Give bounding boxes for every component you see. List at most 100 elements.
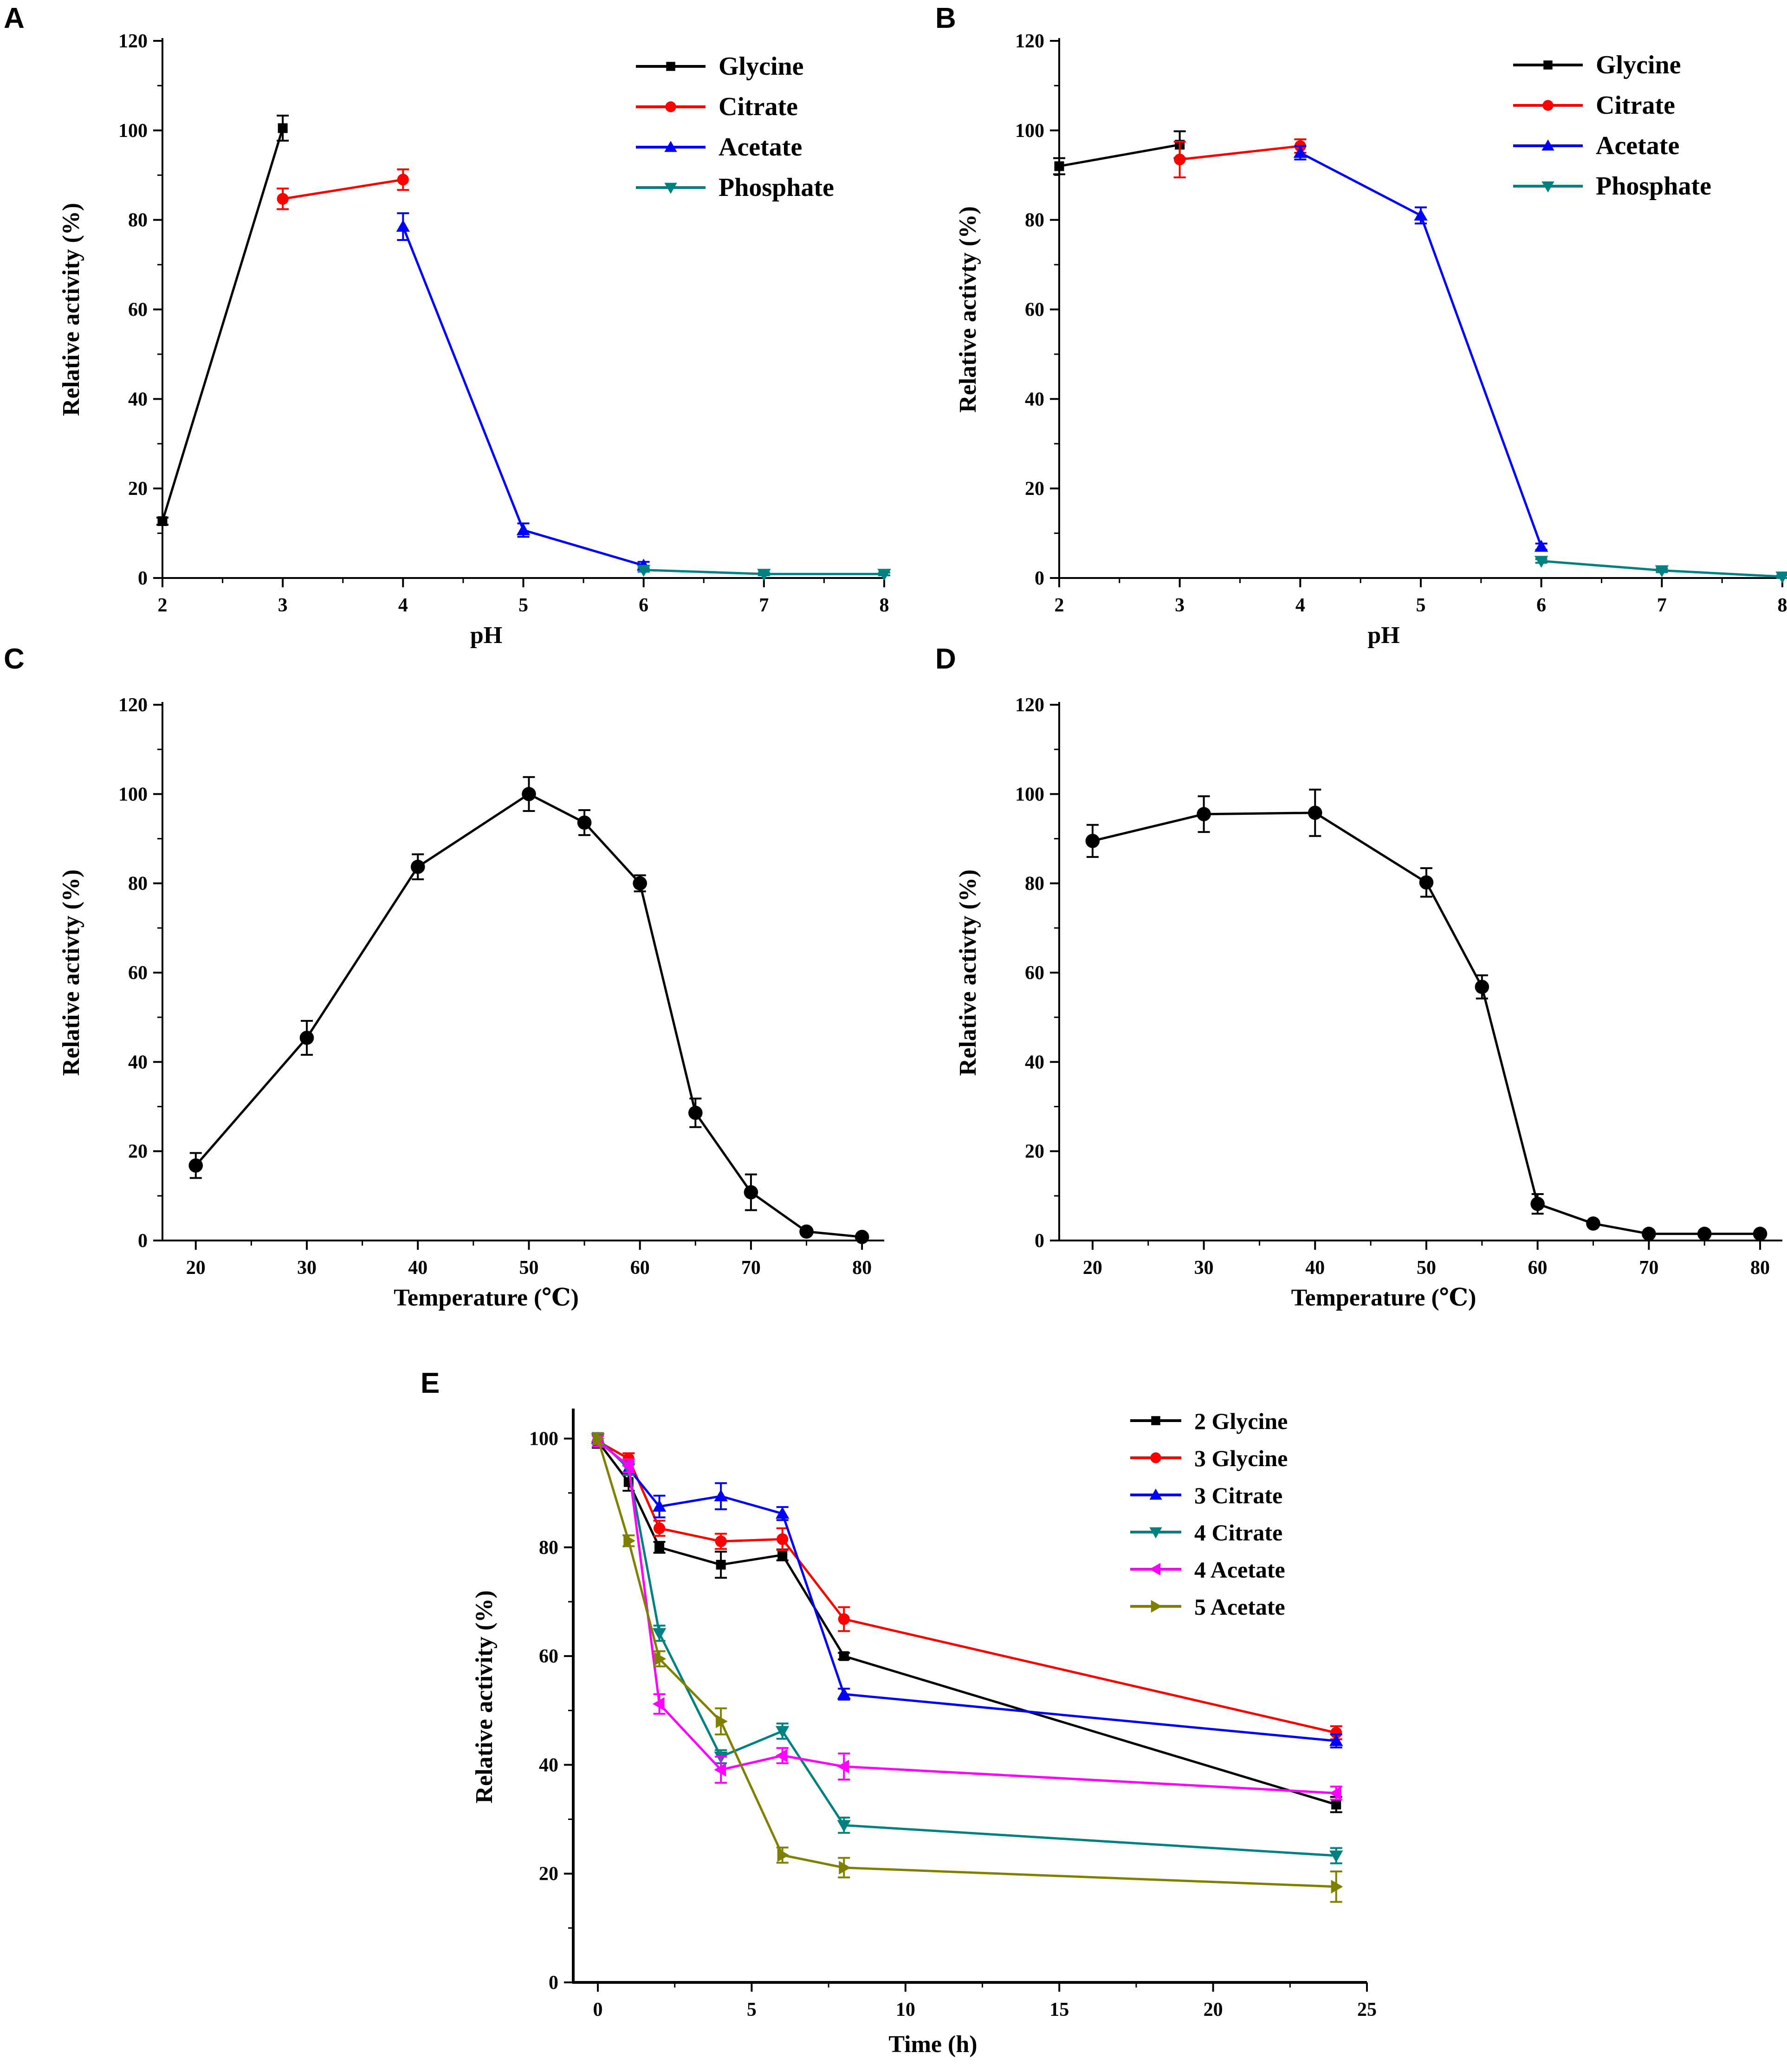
data-point xyxy=(1329,1734,1343,1746)
y-tick-label: 40 xyxy=(1025,389,1044,410)
y-tick-label: 60 xyxy=(539,1646,558,1667)
y-tick-label: 40 xyxy=(539,1754,558,1776)
series-phosphate xyxy=(636,565,891,581)
data-point xyxy=(623,1534,636,1548)
y-tick-label: 60 xyxy=(128,299,148,321)
x-tick-label: 5 xyxy=(747,1999,757,2020)
data-point xyxy=(1329,1851,1343,1863)
legend-item: Citrate xyxy=(1513,91,1675,120)
x-tick-label: 4 xyxy=(398,595,408,616)
data-point xyxy=(837,1687,851,1700)
data-point xyxy=(777,1550,788,1560)
legend-label: Acetate xyxy=(719,133,802,162)
y-tick-label: 20 xyxy=(128,478,148,500)
data-point xyxy=(1475,980,1489,994)
data-point xyxy=(775,1507,790,1519)
data-point xyxy=(1655,565,1669,578)
legend-label: Citrate xyxy=(1596,91,1675,120)
data-point xyxy=(877,569,891,581)
data-point xyxy=(1534,556,1548,568)
legend-item: Glycine xyxy=(636,52,804,81)
x-tick-label: 5 xyxy=(1416,595,1426,616)
data-point xyxy=(838,1613,850,1625)
legend-marker xyxy=(1151,1416,1160,1425)
y-tick-label: 120 xyxy=(1015,695,1044,716)
data-point xyxy=(188,1158,203,1173)
legend-marker xyxy=(1543,60,1553,70)
panel-letter: B xyxy=(935,2,956,34)
data-point xyxy=(1530,1196,1545,1211)
y-tick-label: 20 xyxy=(539,1864,558,1885)
y-tick-label: 20 xyxy=(1025,1141,1044,1163)
y-tick-label: 100 xyxy=(1015,784,1044,805)
y-tick-label: 40 xyxy=(128,1052,148,1073)
data-point xyxy=(777,1533,789,1545)
legend-label: Glycine xyxy=(1596,51,1681,79)
x-tick-label: 60 xyxy=(1528,1257,1547,1279)
x-tick-label: 80 xyxy=(1750,1257,1770,1279)
series-acetate xyxy=(396,212,651,571)
x-tick-label: 30 xyxy=(297,1257,317,1279)
data-point xyxy=(714,1763,726,1777)
legend-item: 3 Glycine xyxy=(1130,1445,1288,1471)
legend-marker xyxy=(666,62,675,71)
y-tick-label: 0 xyxy=(549,1972,558,1994)
data-point xyxy=(799,1224,814,1239)
legend-marker xyxy=(1150,1452,1161,1463)
y-tick-label: 0 xyxy=(138,568,148,589)
y-tick-label: 80 xyxy=(128,210,148,231)
legend-label: 3 Glycine xyxy=(1194,1445,1288,1471)
series-phosphate xyxy=(1534,556,1787,584)
data-point xyxy=(652,1628,667,1640)
x-tick-label: 10 xyxy=(896,1999,915,2020)
x-tick-label: 7 xyxy=(1657,595,1667,616)
x-tick-label: 20 xyxy=(1204,1999,1223,2020)
y-tick-label: 60 xyxy=(1025,299,1044,321)
data-point xyxy=(278,123,288,133)
data-point xyxy=(1586,1216,1600,1231)
data-point xyxy=(1308,805,1322,820)
legend-label: 3 Citrate xyxy=(1194,1482,1282,1508)
data-point xyxy=(299,1031,314,1045)
y-tick-label: 40 xyxy=(128,389,148,410)
y-tick-label: 120 xyxy=(118,31,148,52)
legend-item: 5 Acetate xyxy=(1130,1594,1285,1620)
series-line xyxy=(1092,812,1761,1235)
legend-item: Glycine xyxy=(1513,51,1681,79)
data-point xyxy=(516,523,531,535)
legend-label: Phosphate xyxy=(719,173,834,202)
x-tick-label: 0 xyxy=(593,1999,603,2020)
panel-letter: A xyxy=(4,2,25,34)
y-tick-label: 100 xyxy=(529,1429,558,1450)
series-acetate xyxy=(1293,145,1548,552)
data-point xyxy=(839,1861,851,1875)
y-tick-label: 80 xyxy=(128,873,148,895)
legend: Glycine Citrate Acetate Phosphate xyxy=(1513,51,1711,201)
y-axis-title: Relative activity (%) xyxy=(471,1590,498,1803)
x-tick-label: 3 xyxy=(1175,595,1185,616)
legend-marker xyxy=(665,101,676,112)
series-activity xyxy=(188,776,869,1244)
series-citrate xyxy=(1173,138,1307,179)
x-tick-label: 20 xyxy=(186,1257,206,1279)
series-glycine xyxy=(156,115,289,526)
data-point xyxy=(716,1715,728,1728)
chart-panel-a: A 0 20 40 60 80 100 120 2 3 4 5 6 7 8 pH Relative activi… xyxy=(4,2,891,649)
y-axis-title: Relative activity (%) xyxy=(58,203,84,416)
data-point xyxy=(714,1489,728,1501)
legend-item: Phosphate xyxy=(636,173,834,202)
data-point xyxy=(397,174,409,186)
x-tick-label: 40 xyxy=(408,1257,427,1279)
data-point xyxy=(577,815,592,830)
legend-marker xyxy=(1149,1527,1162,1539)
data-point xyxy=(837,1760,849,1773)
data-point xyxy=(744,1185,758,1200)
legend-marker xyxy=(1151,1600,1162,1613)
x-axis-title: Temperature (℃) xyxy=(1291,1285,1476,1311)
legend-item: 4 Citrate xyxy=(1130,1520,1282,1546)
x-tick-label: 70 xyxy=(741,1257,761,1279)
data-point xyxy=(1085,834,1100,848)
y-tick-label: 120 xyxy=(1015,31,1044,52)
legend-marker xyxy=(664,141,677,152)
legend: Glycine Citrate Acetate Phosphate xyxy=(636,52,834,202)
